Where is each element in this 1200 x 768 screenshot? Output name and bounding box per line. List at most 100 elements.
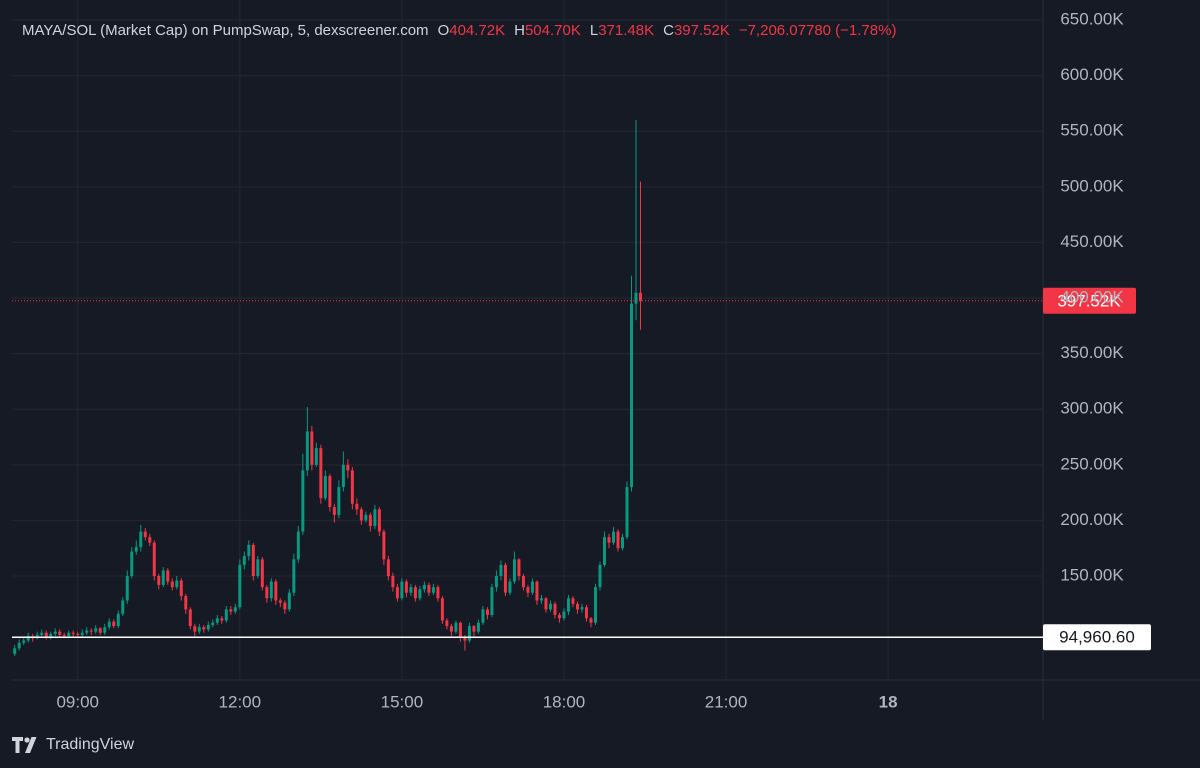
candle-body bbox=[49, 633, 53, 638]
grid bbox=[12, 0, 1043, 680]
candle-body bbox=[13, 648, 17, 654]
candle-body bbox=[409, 587, 413, 593]
candle-body bbox=[22, 640, 26, 643]
candle-body bbox=[85, 630, 89, 633]
candle-body bbox=[625, 487, 629, 538]
candle-body bbox=[220, 618, 224, 621]
candles bbox=[13, 120, 643, 657]
candle-body bbox=[512, 559, 516, 582]
candle-body bbox=[611, 531, 615, 543]
legend-value: 504.70K bbox=[524, 22, 581, 39]
candle-body bbox=[427, 584, 431, 593]
last-price-label: 397.52K bbox=[1057, 291, 1121, 310]
candle-body bbox=[121, 600, 125, 614]
candle-body bbox=[639, 292, 643, 301]
candle-body bbox=[103, 627, 107, 633]
candle-body bbox=[211, 622, 215, 625]
candle-body bbox=[503, 564, 507, 593]
candle-body bbox=[562, 611, 566, 619]
candle-body bbox=[620, 537, 624, 549]
candle-body bbox=[89, 630, 93, 632]
candle-body bbox=[233, 607, 237, 612]
x-tick-label: 18 bbox=[879, 692, 898, 711]
candle-body bbox=[179, 580, 183, 597]
candle-body bbox=[157, 576, 161, 585]
candle-body bbox=[463, 637, 467, 641]
candle-body bbox=[310, 431, 314, 465]
candle-body bbox=[229, 609, 233, 612]
x-tick-label: 18:00 bbox=[543, 692, 586, 711]
candle-body bbox=[107, 621, 111, 628]
candle-body bbox=[404, 581, 408, 593]
candle-body bbox=[26, 636, 30, 641]
candle-body bbox=[197, 627, 201, 632]
candle-body bbox=[580, 607, 584, 610]
candle-body bbox=[296, 531, 300, 560]
x-tick-label: 09:00 bbox=[56, 692, 99, 711]
candle-body bbox=[391, 576, 395, 588]
axes: 150.00K 200.00K 250.00K 300.00K 350.00K 400.0… bbox=[56, 10, 1124, 712]
y-tick-label: 500.00K bbox=[1060, 176, 1124, 195]
candle-body bbox=[368, 514, 372, 526]
candle-body bbox=[557, 614, 561, 619]
y-tick-label: 200.00K bbox=[1060, 510, 1124, 529]
candle-body bbox=[359, 509, 363, 521]
candle-body bbox=[436, 587, 440, 599]
reference-label: 94,960.60 bbox=[1059, 628, 1135, 647]
candle-body bbox=[130, 551, 134, 577]
candle-body bbox=[454, 622, 458, 632]
candle-body bbox=[584, 607, 588, 619]
candle-body bbox=[94, 628, 98, 632]
candle-body bbox=[355, 503, 359, 510]
candle-body bbox=[116, 613, 120, 627]
y-tick-label: 650.00K bbox=[1060, 10, 1124, 29]
candle-body bbox=[598, 564, 602, 588]
candle-body bbox=[350, 470, 354, 504]
candle-body bbox=[193, 626, 197, 632]
candle-body bbox=[485, 609, 489, 615]
candle-body bbox=[278, 600, 282, 603]
change-value: −7,206.07780 (−1.78%) bbox=[738, 22, 897, 39]
candle-body bbox=[377, 509, 381, 532]
candle-body bbox=[346, 464, 350, 471]
candle-body bbox=[80, 632, 84, 635]
candle-body bbox=[238, 564, 242, 608]
candle-body bbox=[364, 514, 368, 521]
candle-body bbox=[593, 587, 597, 623]
candle-body bbox=[242, 556, 246, 565]
candle-body bbox=[148, 537, 152, 543]
candle-body bbox=[539, 598, 543, 601]
legend-key: L bbox=[589, 22, 599, 39]
y-tick-label: 250.00K bbox=[1060, 454, 1124, 473]
candle-body bbox=[386, 559, 390, 577]
candle-body bbox=[422, 584, 426, 590]
candle-body bbox=[53, 631, 57, 634]
last-price-box bbox=[1043, 287, 1136, 314]
candle-body bbox=[553, 603, 557, 615]
candle-body bbox=[265, 587, 269, 599]
candle-body bbox=[332, 507, 336, 515]
candle-body bbox=[175, 580, 179, 588]
candle-body bbox=[395, 587, 399, 599]
candle-body bbox=[413, 587, 417, 599]
candle-body bbox=[530, 581, 534, 593]
candle-body bbox=[139, 531, 143, 548]
candle-body bbox=[494, 576, 498, 588]
candle-body bbox=[526, 587, 530, 593]
y-tick-label: 350.00K bbox=[1060, 343, 1124, 362]
brand-logo[interactable]: TradingView bbox=[12, 736, 134, 754]
candle-body bbox=[256, 559, 260, 577]
candle-body bbox=[490, 587, 494, 615]
symbol-title: MAYA/SOL (Market Cap) on PumpSwap, 5, de… bbox=[22, 22, 429, 39]
legend-value: 404.72K bbox=[449, 22, 506, 39]
candle-body bbox=[301, 470, 305, 532]
candle-body bbox=[251, 544, 255, 577]
candle-body bbox=[188, 609, 192, 627]
candle-body bbox=[98, 628, 102, 633]
x-tick-label: 12:00 bbox=[219, 692, 262, 711]
candle-body bbox=[467, 626, 471, 641]
candle-body bbox=[67, 632, 71, 637]
